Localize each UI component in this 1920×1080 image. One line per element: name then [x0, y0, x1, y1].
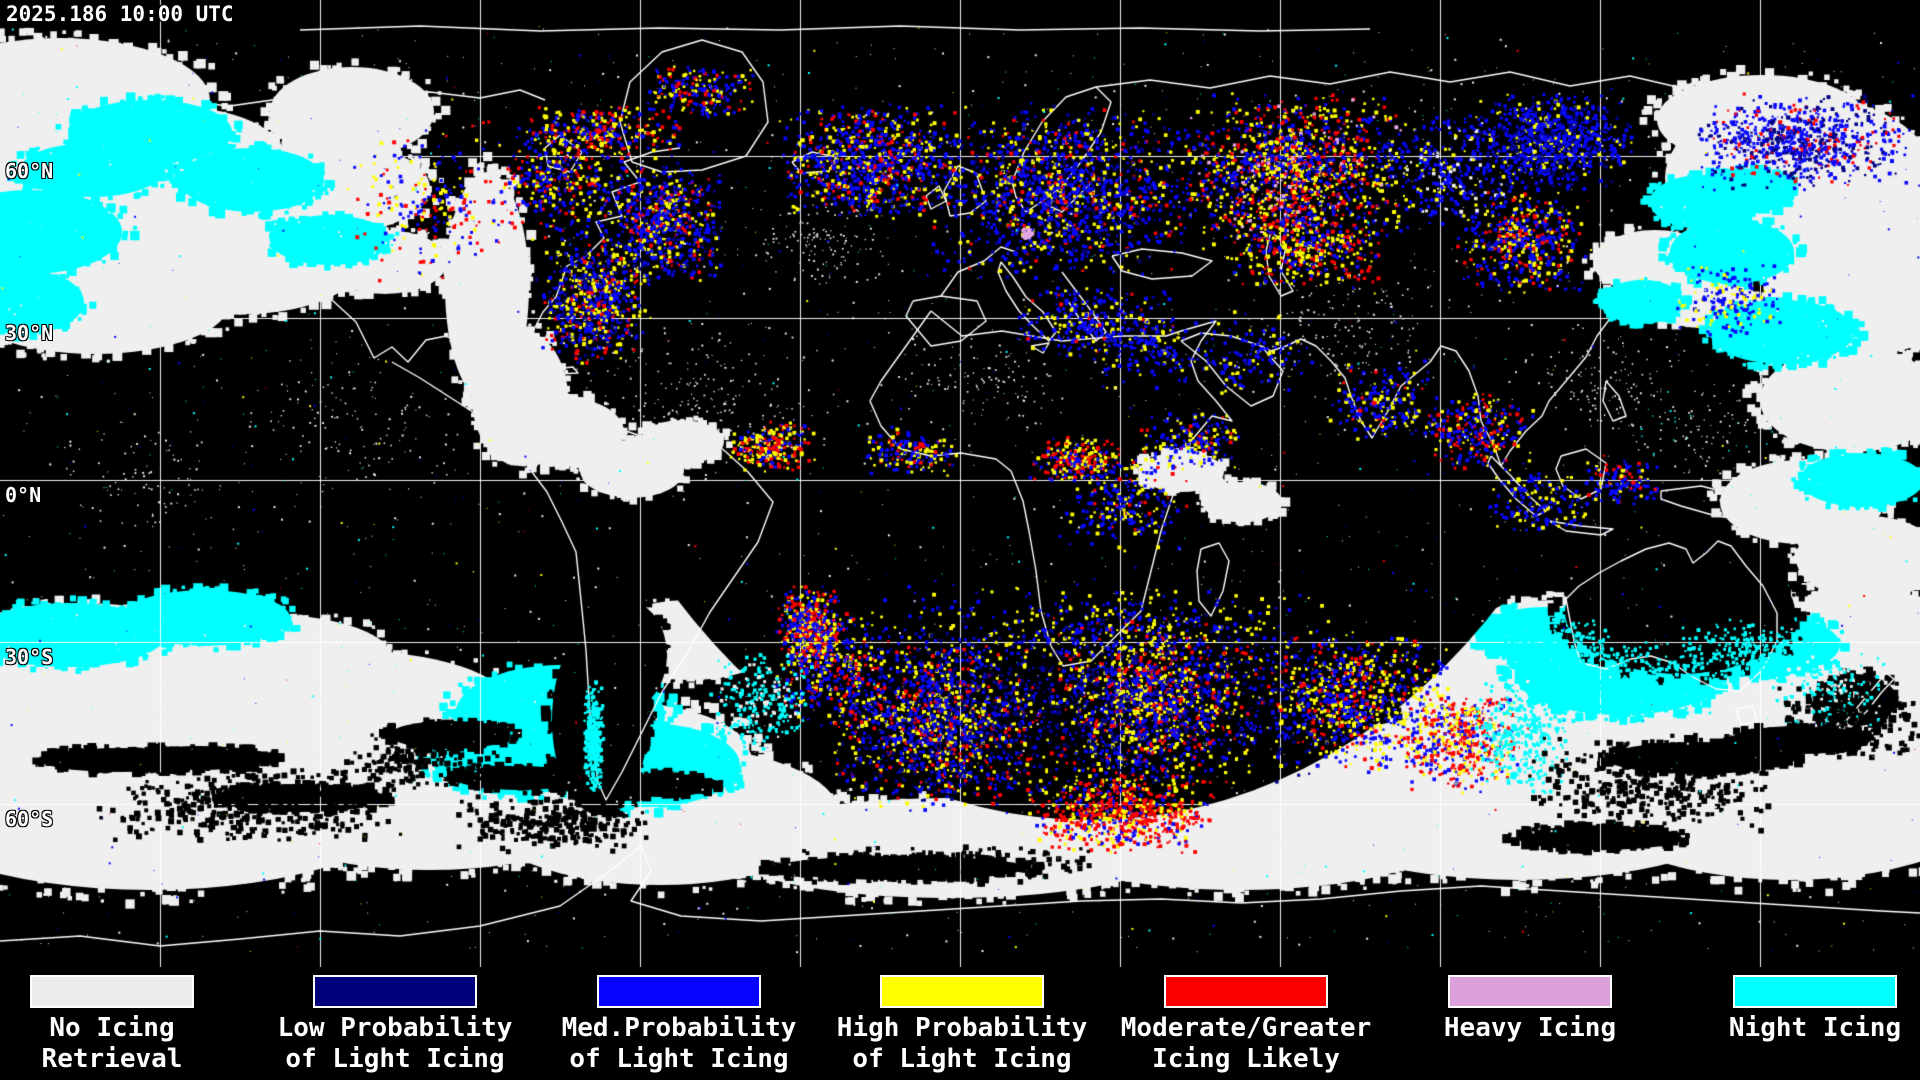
lat-label: 0°N: [5, 483, 42, 507]
legend-label: Low Probability of Light Icing: [277, 1013, 513, 1074]
lat-label: 60°N: [5, 159, 54, 183]
legend-item: Low Probability of Light Icing: [253, 967, 537, 1075]
lat-label: 60°S: [5, 807, 54, 831]
legend-swatch: [1448, 975, 1612, 1008]
legend-label: No Icing Retrieval: [41, 1013, 183, 1074]
legend-item: High Probability of Light Icing: [820, 967, 1104, 1075]
legend-swatch: [1733, 975, 1897, 1008]
legend-item: Moderate/Greater Icing Likely: [1104, 967, 1388, 1075]
legend-bar: No Icing Retrieval Low Probability of Lig…: [0, 967, 1920, 1080]
legend-swatch: [1164, 975, 1328, 1008]
legend-item: Med.Probability of Light Icing: [537, 967, 821, 1075]
legend-item: Heavy Icing: [1388, 967, 1672, 1044]
legend-label: Night Icing: [1728, 1013, 1902, 1043]
legend-label: Moderate/Greater Icing Likely: [1120, 1013, 1372, 1074]
legend-swatch: [880, 975, 1044, 1008]
legend-item: No Icing Retrieval: [0, 967, 254, 1075]
timestamp: 2025.186 10:00 UTC: [6, 2, 234, 26]
legend-swatch: [597, 975, 761, 1008]
legend-label: High Probability of Light Icing: [836, 1013, 1088, 1074]
lat-label: 30°N: [5, 321, 54, 345]
legend-item: Night Icing: [1673, 967, 1920, 1044]
legend-swatch: [30, 975, 194, 1008]
lat-label: 30°S: [5, 645, 54, 669]
icing-map: 2025.186 10:00 UTC 60°N 30°N 0°N 30°S 60°S: [0, 0, 1920, 967]
legend-swatch: [313, 975, 477, 1008]
legend-label: Heavy Icing: [1443, 1013, 1617, 1043]
legend-label: Med.Probability of Light Icing: [561, 1013, 797, 1074]
world-icing-canvas: [0, 0, 1920, 967]
